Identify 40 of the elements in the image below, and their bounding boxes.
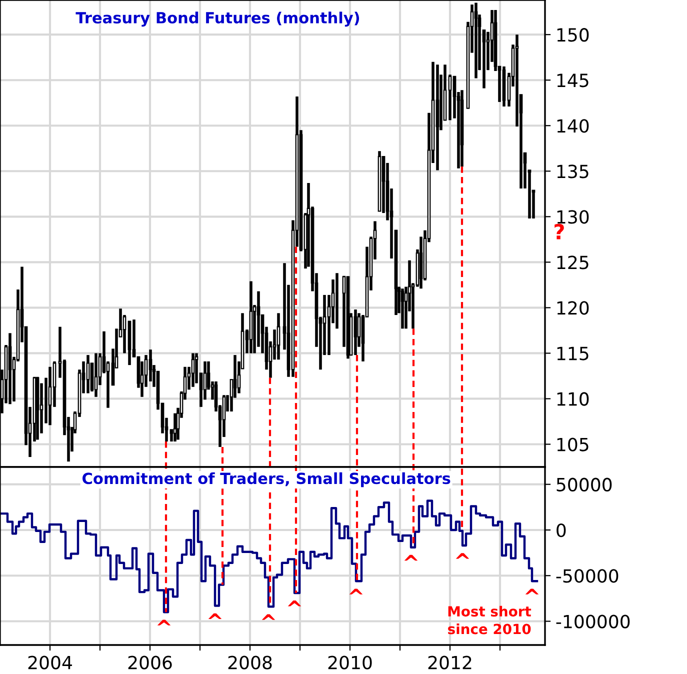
annotation: Most short since 2010 — [448, 606, 532, 634]
y-tick-label: 150 — [557, 28, 589, 42]
annotation: ^ — [262, 614, 276, 620]
y-tick-label: 125 — [557, 256, 588, 270]
candlestick — [400, 287, 404, 330]
candlestick — [191, 352, 195, 388]
y-tick-label: 105 — [557, 438, 588, 452]
candlestick — [86, 354, 90, 395]
candlestick — [94, 352, 98, 398]
candlestick — [436, 63, 440, 172]
y-tick-label: 145 — [557, 74, 588, 88]
candlestick — [148, 348, 152, 383]
y-tick-label: 110 — [557, 392, 589, 406]
annotation: ^ — [208, 613, 222, 619]
text: ? — [554, 224, 564, 240]
candlestick — [448, 73, 452, 122]
y-tick-label: 50000 — [556, 478, 612, 492]
candlestick — [173, 412, 177, 443]
chart-title: Commitment of Traders, Small Speculators — [82, 472, 450, 488]
x-tick-label: 2006 — [128, 656, 172, 670]
y-tick-label: -50000 — [556, 569, 618, 583]
annotation: ^ — [349, 588, 363, 594]
y-tick-label: 0 — [556, 523, 566, 538]
x-tick-label: 2008 — [228, 656, 272, 670]
y-tick-label: 115 — [557, 346, 588, 360]
annotation: ^ — [157, 620, 171, 626]
annotation: ^ — [404, 554, 418, 561]
x-tick-label: 2010 — [328, 656, 372, 670]
annotation: ^ — [456, 553, 470, 559]
annotation: ^ — [525, 588, 539, 594]
annotation: ^ — [288, 600, 302, 606]
y-tick-label: 140 — [557, 119, 589, 133]
y-tick-label: 130 — [557, 210, 589, 224]
x-tick-label: 2004 — [28, 656, 72, 670]
candlestick — [354, 308, 358, 356]
y-tick-label: -100000 — [556, 614, 630, 628]
text: Treasury Bond Futures (monthly) — [76, 12, 360, 27]
x-tick-label: 2012 — [428, 656, 472, 670]
y-tick-label: 120 — [557, 301, 589, 315]
y-tick-label: 135 — [557, 164, 588, 178]
